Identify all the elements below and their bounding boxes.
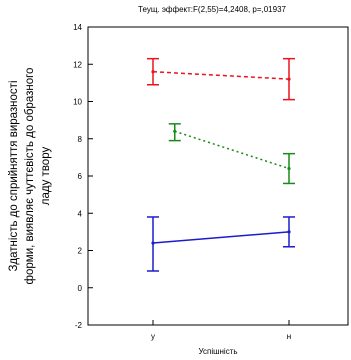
y-tick-label: 10	[73, 98, 82, 107]
mean-point	[173, 129, 177, 133]
y-tick-label: -2	[75, 321, 83, 330]
y-tick-label: 2	[78, 247, 83, 256]
series-1	[147, 57, 295, 101]
y-axis-label-line-3: ладу твору	[40, 147, 52, 206]
y-tick-label: 4	[78, 209, 83, 218]
y-tick-label: 0	[78, 284, 83, 293]
y-tick-label: 8	[78, 135, 83, 144]
mean-point	[151, 70, 155, 74]
plot-frame	[87, 26, 349, 326]
series-2	[168, 123, 295, 185]
y-axis-label-line-1: Здатність до сприйняття виразності	[8, 80, 20, 271]
series-line	[152, 70, 290, 80]
y-axis: -2 0 2 4 6 8 10 12 14	[73, 23, 93, 330]
mean-point	[287, 77, 291, 81]
y-tick-label: 12	[73, 60, 82, 69]
chart-title: Теущ. эффект:F(2,55)=4,2408, p=,01937	[138, 5, 287, 14]
y-tick-label: 14	[73, 23, 82, 32]
series-layer	[147, 57, 295, 272]
mean-point	[287, 230, 291, 234]
series-3	[147, 216, 295, 272]
y-tick-label: 6	[78, 172, 83, 181]
series-line	[174, 130, 290, 170]
y-axis-label-line-2: форми, виявляє чуттєвість до образного	[24, 68, 36, 285]
x-tick-label: н	[287, 332, 291, 341]
mean-point	[151, 241, 155, 245]
x-axis-label: Успішність	[198, 347, 237, 356]
series-line	[152, 231, 290, 244]
mean-point	[287, 166, 291, 171]
x-tick-label: у	[151, 332, 155, 341]
